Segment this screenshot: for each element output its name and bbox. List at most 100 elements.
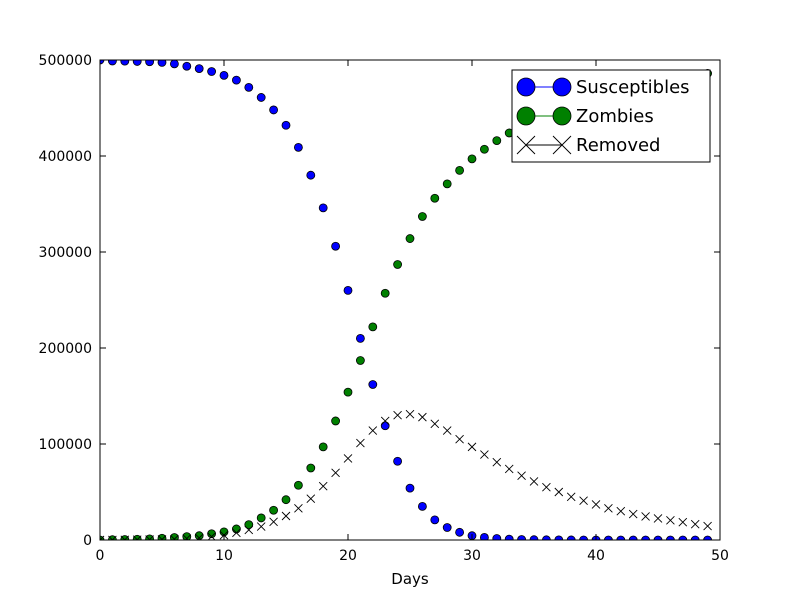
removed-point xyxy=(182,534,192,540)
zombies-point xyxy=(306,463,316,473)
y-tick-label: 400000 xyxy=(39,149,92,165)
removed-point xyxy=(467,442,477,452)
zombies-point xyxy=(455,165,465,175)
removed-point xyxy=(554,487,564,497)
susceptibles-point xyxy=(145,60,154,67)
removed-point xyxy=(529,477,539,486)
susceptibles-point xyxy=(132,60,142,66)
zombies-point xyxy=(380,288,390,298)
zombies-point xyxy=(281,495,291,505)
removed-point xyxy=(244,525,254,535)
zombies-point xyxy=(207,529,217,539)
susceptibles-point xyxy=(417,501,427,511)
removed-point xyxy=(100,535,105,540)
zombies-point xyxy=(417,212,427,221)
zombies-point xyxy=(467,154,477,164)
susceptibles-point xyxy=(207,67,217,76)
removed-point xyxy=(616,506,626,516)
zombies-point xyxy=(132,534,142,540)
removed-point xyxy=(591,500,601,509)
removed-point xyxy=(542,482,551,492)
zombies-point xyxy=(442,179,452,189)
y-tick-label: 100000 xyxy=(39,437,92,453)
x-tick-label: 30 xyxy=(463,548,481,564)
zombies-point xyxy=(157,533,167,540)
susceptibles-point xyxy=(405,483,415,493)
susceptibles-point xyxy=(293,142,303,152)
legend-marker-zombies xyxy=(516,106,536,126)
removed-point xyxy=(418,412,427,422)
susceptibles-point xyxy=(269,105,279,115)
x-tick-label: 0 xyxy=(96,548,105,564)
removed-point xyxy=(641,512,650,521)
susceptibles-point xyxy=(442,523,452,532)
zombies-point xyxy=(145,534,154,540)
legend-marker-susceptibles xyxy=(552,77,572,97)
susceptibles-point xyxy=(678,535,688,540)
removed-point xyxy=(430,419,440,429)
removed-point xyxy=(343,454,353,463)
susceptibles-point xyxy=(182,61,192,71)
removed-point xyxy=(579,496,588,505)
x-tick-label: 50 xyxy=(711,548,729,564)
zombies-point xyxy=(343,387,353,397)
removed-point xyxy=(294,504,303,513)
susceptibles-point xyxy=(430,515,440,525)
removed-point xyxy=(356,438,365,448)
x-tick-label: 20 xyxy=(339,548,357,564)
removed-point xyxy=(194,533,204,540)
series-removed xyxy=(100,409,712,540)
removed-point xyxy=(331,468,340,478)
removed-point xyxy=(318,481,328,491)
x-tick-label: 40 xyxy=(587,548,605,564)
removed-point xyxy=(492,457,502,467)
legend: Susceptibles Zombies Removed xyxy=(511,69,711,163)
susceptibles-point xyxy=(355,333,365,343)
zombies-point xyxy=(479,144,489,154)
susceptibles-point xyxy=(343,285,353,295)
zombies-point xyxy=(293,480,303,490)
y-tick-label: 300000 xyxy=(39,245,92,261)
removed-point xyxy=(690,519,700,529)
zombies-point xyxy=(368,322,378,332)
zombies-point xyxy=(256,513,266,523)
removed-point xyxy=(157,535,167,540)
removed-point xyxy=(566,492,576,502)
susceptibles-point xyxy=(480,533,489,540)
removed-point xyxy=(170,534,179,540)
x-tick-label: 10 xyxy=(215,548,233,564)
removed-point xyxy=(703,521,712,531)
susceptibles-point xyxy=(331,241,341,251)
susceptibles-point xyxy=(157,60,167,67)
y-tick-label: 0 xyxy=(83,533,92,549)
removed-point xyxy=(678,517,688,527)
susceptibles-point xyxy=(504,534,514,540)
legend-marker-zombies xyxy=(552,106,572,126)
removed-point xyxy=(393,410,402,420)
susceptibles-point xyxy=(318,203,328,213)
removed-point xyxy=(480,450,489,459)
ticks-layer: 0 10 20 30 40 50 0 100000 200000 300000 400000 5000… xyxy=(39,53,729,564)
susceptibles-point xyxy=(244,82,254,92)
susceptibles-point xyxy=(380,421,390,431)
zombies-point xyxy=(355,356,365,365)
removed-point xyxy=(368,426,378,435)
susceptibles-point xyxy=(100,60,105,65)
zombies-point xyxy=(331,416,341,426)
removed-point xyxy=(628,509,638,519)
susceptibles-point xyxy=(194,64,204,74)
zombies-point xyxy=(405,234,415,243)
susceptibles-point xyxy=(170,60,179,69)
zombies-point xyxy=(318,442,328,452)
zombies-point xyxy=(430,193,440,203)
removed-point xyxy=(442,426,452,435)
susceptibles-point xyxy=(393,456,403,466)
y-tick-label: 200000 xyxy=(39,341,92,357)
removed-point xyxy=(256,522,266,531)
susceptibles-point xyxy=(492,534,502,540)
zombies-point xyxy=(244,520,254,530)
zombies-point xyxy=(170,533,179,540)
removed-point xyxy=(504,464,514,474)
plot-frame xyxy=(99,59,721,541)
